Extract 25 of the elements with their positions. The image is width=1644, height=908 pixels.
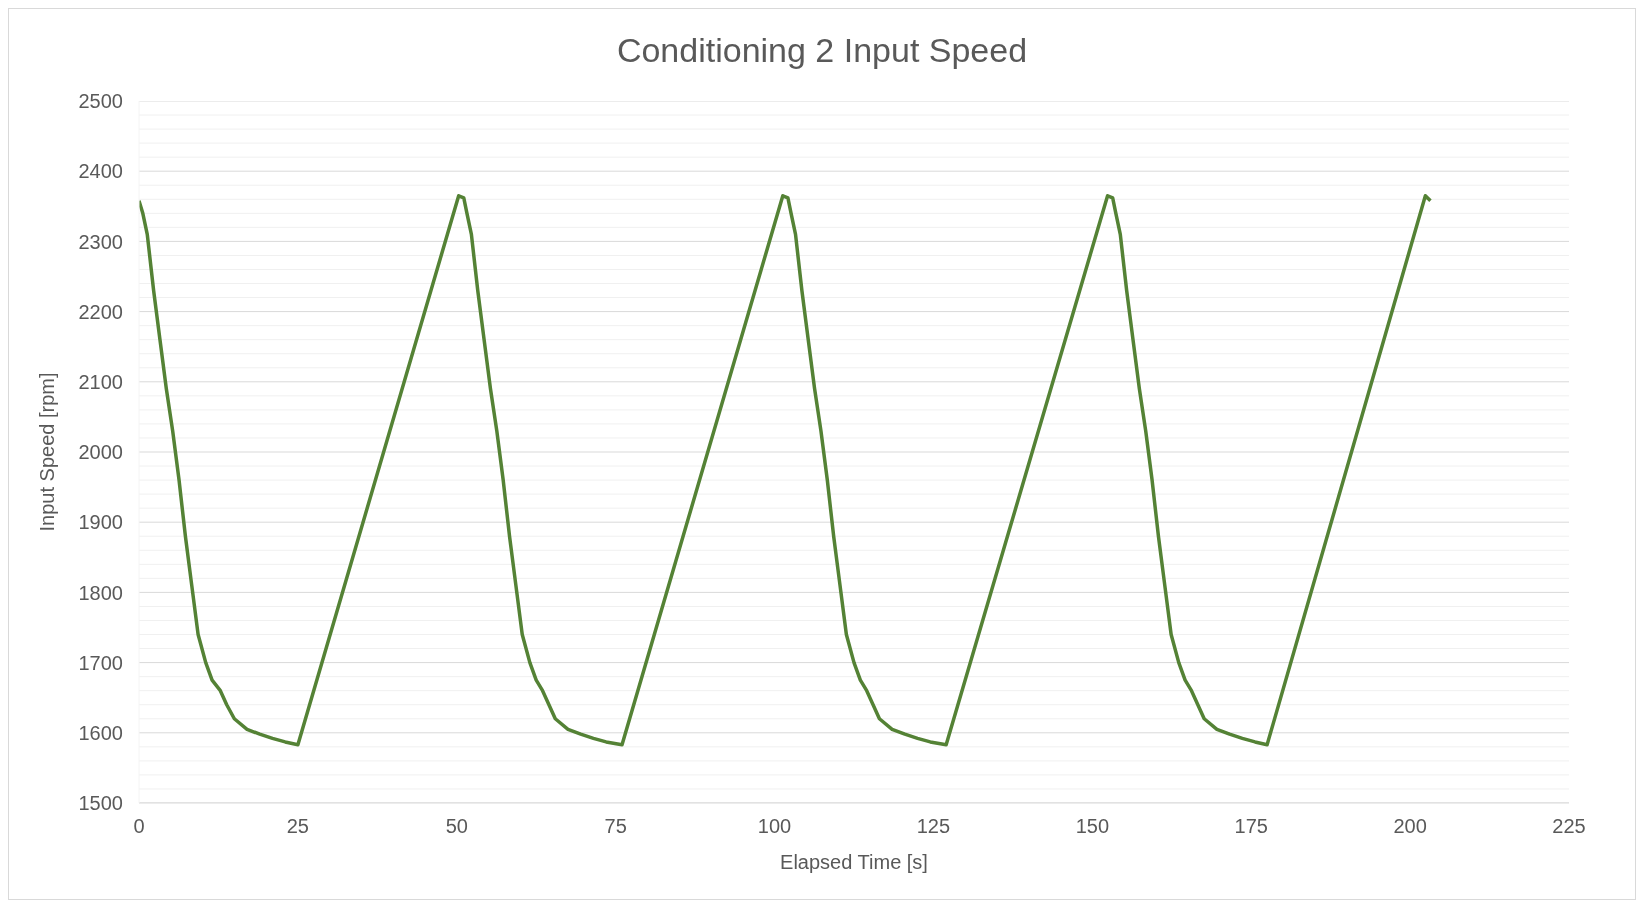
line-series [139, 194, 1433, 747]
x-tick-label: 50 [445, 815, 468, 838]
y-axis-title: Input Speed [rpm] [36, 372, 59, 532]
y-tick-label: 1500 [78, 792, 123, 815]
y-tick-label: 1800 [78, 581, 123, 604]
x-tick-label: 75 [604, 815, 627, 838]
x-tick-label: 25 [286, 815, 310, 838]
x-tick-label: 200 [1393, 815, 1427, 838]
x-tick-label: 0 [133, 815, 145, 838]
chart-title: Conditioning 2 Input Speed [615, 30, 1029, 71]
y-tick-label: 1700 [78, 651, 123, 674]
y-tick-label: 2300 [78, 230, 123, 253]
x-tick-label: 225 [1552, 815, 1586, 838]
x-tick-label: 150 [1075, 815, 1110, 838]
y-tick-label: 1900 [78, 511, 123, 534]
y-tick-label: 2500 [78, 90, 123, 113]
y-tick-label: 2000 [78, 441, 123, 464]
x-tick-label: 125 [916, 815, 951, 838]
x-tick-label: 175 [1234, 815, 1268, 838]
x-axis-title: Elapsed Time [s] [780, 851, 928, 873]
y-tick-label: 1600 [78, 721, 123, 744]
y-tick-label: 2100 [78, 370, 123, 393]
x-tick-label: 100 [757, 815, 792, 838]
y-tick-label: 2200 [78, 300, 123, 323]
y-tick-label: 2400 [78, 160, 123, 183]
